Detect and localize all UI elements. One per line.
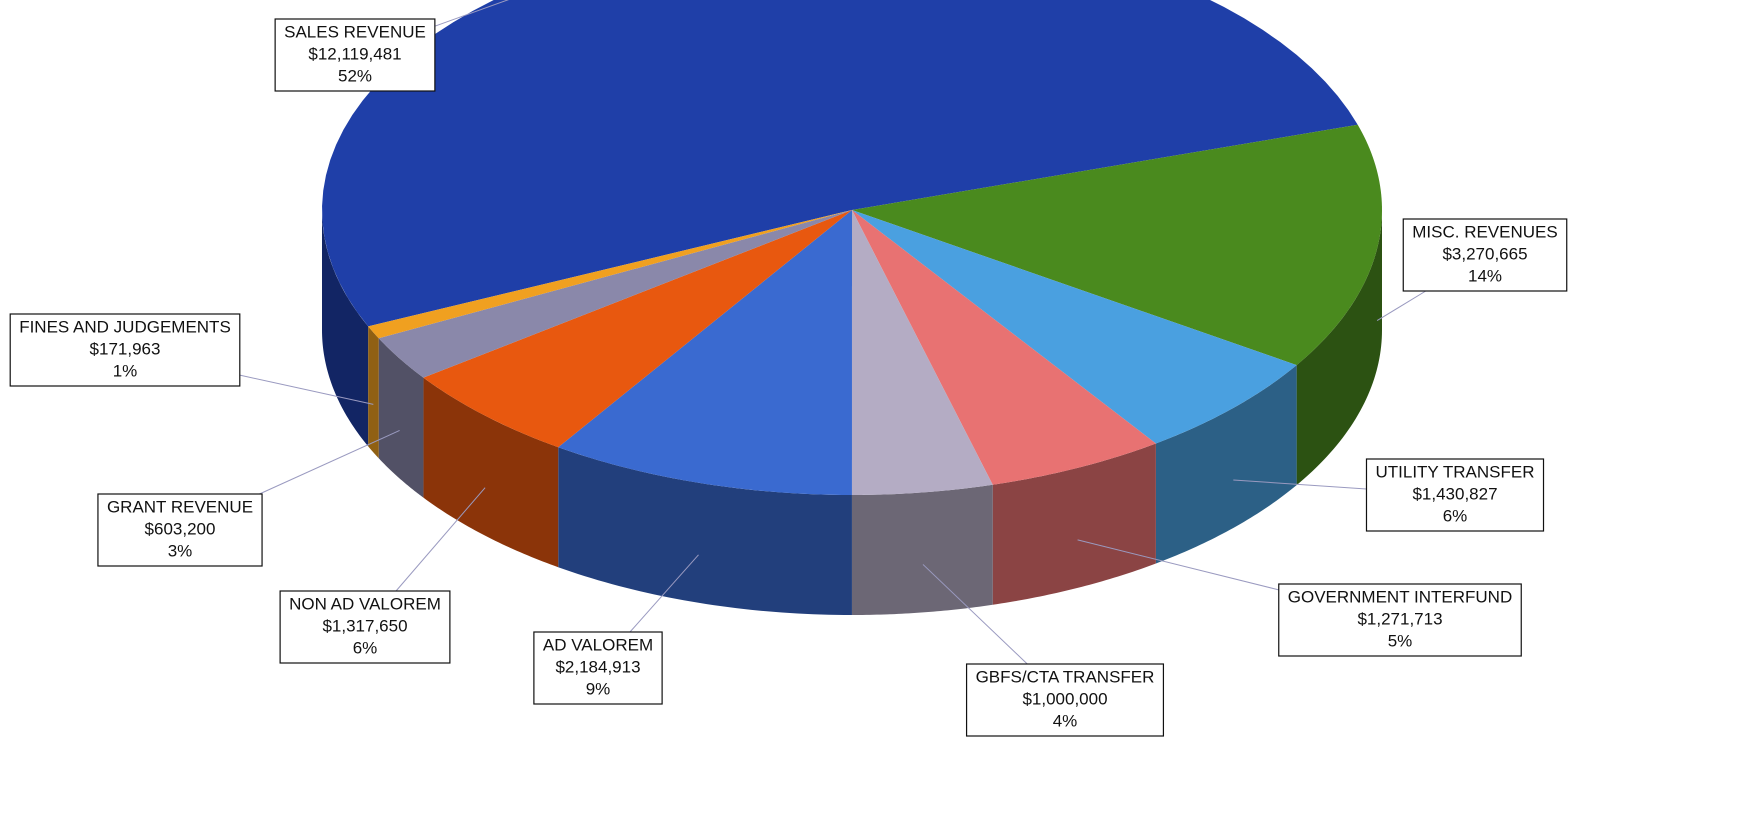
label-box bbox=[9, 313, 241, 387]
slice-side bbox=[1155, 365, 1297, 564]
data-label: MISC. REVENUES $3,270,665 14% bbox=[1376, 218, 1568, 322]
category-label: MISC. REVENUES bbox=[1412, 222, 1557, 241]
slice-side bbox=[322, 210, 369, 447]
data-label: UTILITY TRANSFER $1,430,827 6% bbox=[1233, 458, 1545, 532]
data-label: FINES AND JUDGEMENTS $171,963 1% bbox=[9, 313, 374, 405]
percent-label: 9% bbox=[586, 679, 611, 698]
leader-line bbox=[259, 430, 400, 495]
leader-line bbox=[395, 487, 486, 592]
label-box bbox=[965, 663, 1165, 737]
slice-side bbox=[851, 484, 993, 615]
percent-label: 6% bbox=[353, 638, 378, 657]
slice bbox=[378, 210, 852, 378]
category-label: GBFS/CTA TRANSFER bbox=[976, 667, 1155, 686]
slice bbox=[852, 210, 1297, 444]
leader-line bbox=[434, 0, 509, 27]
percent-label: 6% bbox=[1443, 506, 1468, 525]
label-box bbox=[97, 493, 263, 567]
value-label: $1,000,000 bbox=[1022, 689, 1107, 708]
label-box bbox=[279, 590, 451, 664]
slice bbox=[558, 210, 852, 495]
label-box bbox=[274, 18, 436, 92]
data-label: GRANT REVENUE $603,200 3% bbox=[97, 430, 400, 567]
leader-line bbox=[1376, 290, 1427, 322]
slice bbox=[423, 210, 852, 448]
slice bbox=[852, 210, 1156, 485]
data-label: GOVERNMENT INTERFUND $1,271,713 5% bbox=[1077, 539, 1522, 657]
data-label: NON AD VALOREM $1,317,650 6% bbox=[279, 487, 486, 664]
category-label: GRANT REVENUE bbox=[107, 497, 253, 516]
percent-label: 5% bbox=[1388, 631, 1413, 650]
data-label: SALES REVENUE $12,119,481 52% bbox=[274, 0, 509, 92]
category-label: AD VALOREM bbox=[543, 635, 653, 654]
slice-side bbox=[992, 443, 1156, 605]
leader-line bbox=[1233, 479, 1367, 490]
category-label: NON AD VALOREM bbox=[289, 594, 441, 613]
percent-label: 14% bbox=[1468, 266, 1502, 285]
category-label: FINES AND JUDGEMENTS bbox=[19, 317, 231, 336]
value-label: $1,271,713 bbox=[1357, 609, 1442, 628]
value-label: $1,430,827 bbox=[1412, 484, 1497, 503]
percent-label: 4% bbox=[1053, 711, 1078, 730]
category-label: SALES REVENUE bbox=[284, 22, 426, 41]
label-box bbox=[1365, 458, 1545, 532]
percent-label: 1% bbox=[113, 361, 138, 380]
leader-line bbox=[1077, 539, 1279, 591]
label-box bbox=[1402, 218, 1568, 292]
slice-side bbox=[1296, 210, 1382, 486]
data-label: GBFS/CTA TRANSFER $1,000,000 4% bbox=[922, 564, 1165, 737]
percent-label: 3% bbox=[168, 541, 193, 560]
value-label: $3,270,665 bbox=[1442, 244, 1527, 263]
label-box bbox=[1278, 583, 1522, 657]
leader-line bbox=[239, 374, 374, 405]
value-label: $12,119,481 bbox=[308, 44, 401, 63]
slice bbox=[322, 0, 1358, 327]
value-label: $2,184,913 bbox=[555, 657, 640, 676]
value-label: $171,963 bbox=[90, 339, 161, 358]
leader-line bbox=[629, 554, 699, 633]
slice bbox=[851, 210, 993, 495]
label-box bbox=[533, 631, 663, 705]
leader-line bbox=[922, 564, 1028, 665]
slice-side bbox=[368, 326, 379, 459]
value-label: $603,200 bbox=[145, 519, 216, 538]
value-label: $1,317,650 bbox=[322, 616, 407, 635]
slice bbox=[368, 210, 852, 339]
slice bbox=[852, 124, 1382, 366]
data-label: AD VALOREM $2,184,913 9% bbox=[533, 554, 699, 705]
percent-label: 52% bbox=[338, 66, 372, 85]
category-label: UTILITY TRANSFER bbox=[1375, 462, 1534, 481]
slice-side bbox=[378, 338, 424, 498]
category-label: GOVERNMENT INTERFUND bbox=[1288, 587, 1512, 606]
slice-side bbox=[558, 447, 852, 615]
